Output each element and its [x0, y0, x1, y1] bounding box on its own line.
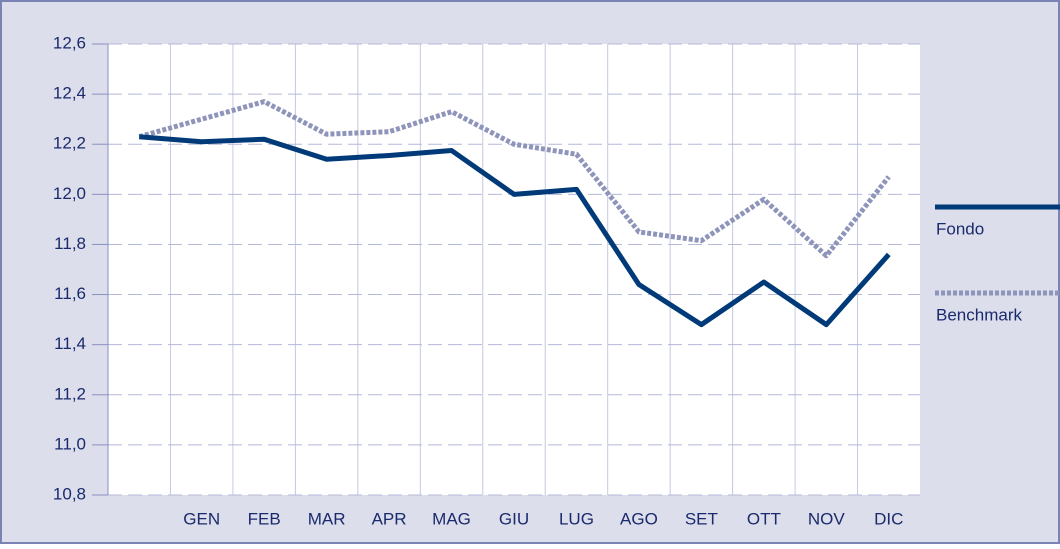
y-tick-label: 11,6: [54, 284, 86, 303]
y-tick-label: 11,8: [54, 234, 86, 253]
x-tick-label: OTT: [747, 509, 781, 528]
series-line: [139, 134, 891, 328]
y-tick-label: 12,4: [53, 84, 86, 103]
plot-area: [108, 44, 920, 495]
y-tick-label: 12,0: [53, 184, 86, 203]
x-tick-label: AGO: [620, 509, 658, 528]
x-tick-label: NOV: [808, 509, 846, 528]
y-tick-label: 10,8: [53, 484, 86, 503]
x-tick-label: SET: [685, 509, 718, 528]
x-tick-label: GIU: [499, 509, 529, 528]
x-tick-label: MAR: [308, 509, 346, 528]
y-tick-label: 12,2: [53, 134, 86, 153]
x-tick-label: GEN: [183, 509, 220, 528]
legend-label: Benchmark: [936, 305, 1022, 324]
y-tick-label: 11,2: [54, 384, 86, 403]
x-tick-label: MAG: [432, 509, 471, 528]
x-tick-label: FEB: [248, 509, 281, 528]
y-tick-label: 11,4: [54, 334, 86, 353]
series-line: [138, 99, 891, 259]
x-tick-label: LUG: [559, 509, 594, 528]
y-tick-label: 12,6: [53, 33, 86, 52]
y-tick-label: 11,0: [54, 434, 86, 453]
legend-label: Fondo: [936, 219, 984, 238]
x-tick-label: APR: [372, 509, 407, 528]
x-tick-label: DIC: [874, 509, 903, 528]
